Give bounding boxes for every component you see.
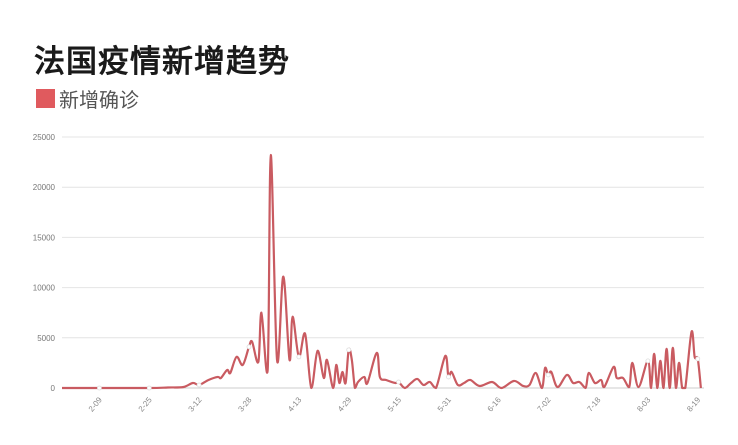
x-tick-label: 2-09 (87, 395, 105, 413)
tick-marker (196, 382, 202, 388)
x-tick-label: 6-16 (486, 395, 504, 413)
y-tick-label: 5000 (37, 334, 55, 343)
x-tick-label: 7-18 (585, 395, 603, 413)
tick-marker (446, 374, 451, 380)
y-tick-label: 0 (51, 384, 56, 393)
x-tick-label: 7-02 (536, 395, 554, 413)
tick-marker (296, 354, 302, 360)
tick-marker (645, 358, 651, 364)
y-tick-label: 25000 (33, 133, 56, 142)
tick-marker (545, 372, 551, 378)
legend-swatch (36, 89, 55, 108)
x-tick-label: 8-03 (635, 395, 653, 413)
y-tick-label: 15000 (33, 233, 56, 242)
tick-marker (695, 356, 701, 362)
tick-marker (346, 347, 352, 353)
x-tick-label: 5-31 (436, 395, 454, 413)
x-tick-label: 3-12 (186, 395, 204, 413)
x-tick-label: 2-25 (137, 395, 155, 413)
x-tick-label: 3-28 (236, 395, 254, 413)
tick-marker (396, 379, 401, 385)
y-tick-label: 10000 (33, 284, 56, 293)
tick-marker (96, 385, 102, 391)
legend-label: 新增确诊 (59, 88, 139, 112)
legend: 新增确诊 (36, 84, 139, 113)
tick-marker (246, 344, 252, 350)
x-tick-label: 8-19 (685, 395, 703, 413)
x-tick-label: 4-13 (286, 395, 304, 413)
y-tick-label: 20000 (33, 183, 56, 192)
tick-marker (146, 385, 152, 391)
chart-title: 法国疫情新增趋势 (34, 44, 290, 80)
x-tick-label: 5-15 (386, 395, 404, 413)
x-tick-label: 4-29 (336, 395, 354, 413)
series-line (61, 153, 702, 390)
